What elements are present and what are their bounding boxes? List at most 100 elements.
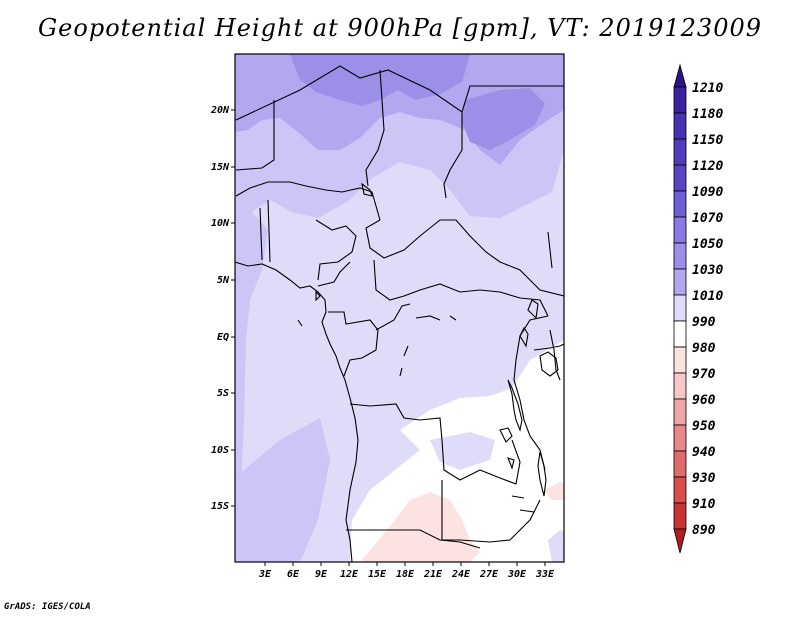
border-east: [533, 329, 564, 381]
colorbar-segment: [673, 476, 687, 504]
border-north-2: [365, 69, 385, 187]
field-1010-1030-se: [548, 530, 564, 562]
colorbar-segment: [673, 294, 687, 322]
colorbar-label: 970: [692, 367, 716, 382]
colorbar-segment: [673, 216, 687, 244]
river-congo: [399, 315, 457, 377]
colorbar-label: 1090: [692, 185, 723, 200]
lat-axis: 20N 15N 10N 5N EQ 5S 10S 15S: [210, 105, 235, 512]
lake-tanganyika: [507, 379, 523, 432]
field-1070-1090: [290, 54, 470, 106]
border-chad: [365, 219, 564, 297]
border-namibia: [346, 529, 481, 549]
colorbar-segment: [673, 398, 687, 426]
colorbar-segment: [673, 424, 687, 452]
colorbar-segment: [673, 242, 687, 270]
border-gabon: [328, 311, 379, 377]
gulf-island: [297, 290, 321, 327]
colorbar-segment: [673, 138, 687, 166]
lon-label: 3E: [258, 569, 272, 580]
border-north-1: [235, 65, 564, 121]
colorbar-segment: [673, 502, 687, 530]
field-1030-1050-west: [235, 212, 268, 562]
colorbar-label: 940: [692, 445, 716, 460]
colorbar-label: 910: [692, 497, 716, 512]
colorbar-segment: [673, 268, 687, 296]
colorbar: [673, 63, 687, 554]
field-990-1010-patch: [430, 432, 495, 470]
colorbar-segment: [673, 86, 687, 114]
coastline: [235, 261, 359, 562]
lake-albert: [527, 299, 539, 320]
lake-kivu: [519, 326, 529, 348]
lat-label: 15S: [211, 501, 229, 512]
border-drc-east: [513, 315, 549, 471]
border-nigeria: [315, 219, 357, 281]
border-drc-south: [349, 403, 521, 485]
lon-label: 30E: [507, 569, 527, 580]
field-980-990-south: [360, 492, 480, 562]
lake-victoria: [539, 351, 559, 377]
colorbar-label: 1070: [692, 211, 723, 226]
colorbar-label: 1010: [692, 289, 723, 304]
lat-label: 10S: [211, 445, 229, 456]
lon-label: 9E: [315, 569, 328, 580]
lon-label: 12E: [340, 569, 359, 580]
colorbar-label: 1150: [692, 133, 723, 148]
map-fill: [235, 54, 564, 562]
lake-malawi: [537, 451, 547, 497]
colorbar-segment: [673, 190, 687, 218]
plot-frame: [234, 53, 565, 563]
chart-title: Geopotential Height at 900hPa [gpm], VT:…: [38, 14, 762, 42]
border-car: [373, 259, 549, 317]
lat-label: EQ: [217, 332, 229, 343]
lat-label: 15N: [211, 162, 230, 173]
colorbar-segment: [673, 112, 687, 140]
lon-axis: 3E 6E 9E 12E 15E 18E 21E 24E 27E 30E 33E: [258, 562, 555, 580]
colorbar-top-arrow: [673, 63, 687, 88]
field-1070-1090-east: [462, 88, 545, 150]
colorbar-label: 990: [692, 315, 716, 330]
colorbar-bottom-arrow: [673, 528, 687, 554]
border-congo: [375, 303, 411, 331]
colorbar-label: 890: [692, 523, 716, 538]
colorbar-segment: [673, 372, 687, 400]
field-1030-1050-southwest: [235, 418, 330, 562]
colorbar-segment: [673, 320, 687, 348]
lat-label: 5S: [217, 388, 229, 399]
border-sahel: [235, 181, 381, 221]
lon-label: 27E: [479, 569, 499, 580]
colorbar-segment: [673, 450, 687, 478]
colorbar-label: 960: [692, 393, 716, 408]
colorbar-label: 1030: [692, 263, 723, 278]
colorbar-label: 1210: [692, 81, 723, 96]
border-north-4: [443, 112, 463, 199]
colorbar-label: 1180: [692, 107, 723, 122]
colorbar-segment: [673, 346, 687, 374]
colorbar-labels: 1210 1180 1150 1120 1090 1070 1050 1030 …: [692, 81, 723, 538]
lon-label: 33E: [535, 569, 555, 580]
lat-label: 10N: [211, 218, 230, 229]
lat-label: 5N: [217, 275, 230, 286]
lake-turkana: [547, 231, 553, 269]
lon-label: 15E: [368, 569, 387, 580]
border-north-3: [235, 100, 275, 171]
border-cameroon: [317, 261, 351, 287]
colorbar-label: 930: [692, 471, 716, 486]
credit-label: GrADS: IGES/COLA: [4, 602, 91, 612]
borders: [235, 65, 564, 562]
colorbar-label: 1050: [692, 237, 723, 252]
colorbar-label: 950: [692, 419, 716, 434]
colorbar-label: 1120: [692, 159, 723, 174]
colorbar-label: 980: [692, 341, 716, 356]
field-980-990-east: [544, 482, 564, 500]
border-benin: [259, 199, 271, 263]
lon-label: 21E: [423, 569, 443, 580]
zambia-lakes: [499, 427, 535, 513]
lon-label: 6E: [287, 569, 300, 580]
lake-chad: [361, 182, 373, 197]
lon-label: 18E: [396, 569, 415, 580]
lon-label: 24E: [451, 569, 471, 580]
lat-label: 20N: [210, 105, 230, 116]
